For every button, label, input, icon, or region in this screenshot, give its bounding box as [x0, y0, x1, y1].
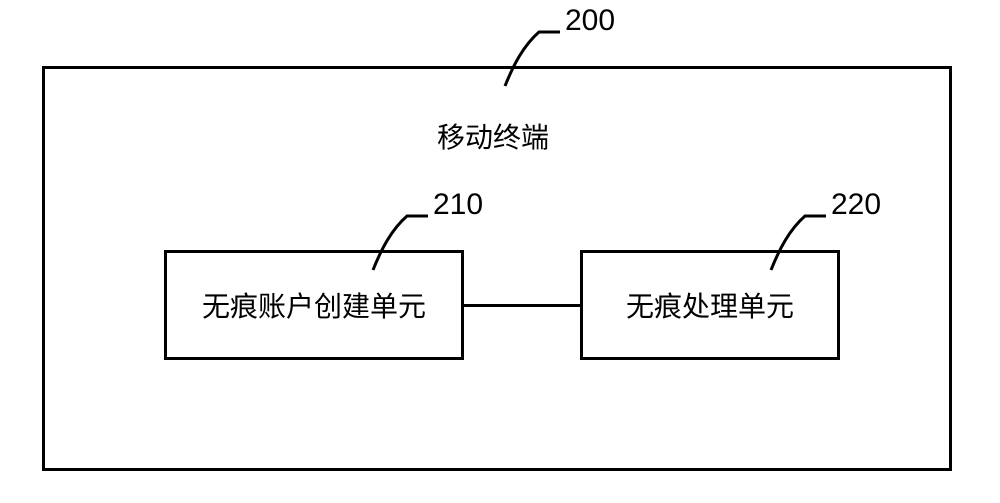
- callout-path-210: [373, 216, 428, 270]
- ref-220: 220: [831, 188, 881, 222]
- connector-line: [464, 304, 580, 307]
- callout-path-220: [771, 216, 826, 270]
- outer-label: 移动终端: [437, 116, 549, 156]
- box-right-label: 无痕处理单元: [626, 285, 794, 325]
- ref-200: 200: [565, 4, 615, 38]
- box-left-label: 无痕账户创建单元: [202, 285, 426, 325]
- ref-210: 210: [433, 188, 483, 222]
- callout-200: 200: [500, 8, 620, 88]
- callout-210: 210: [368, 192, 488, 272]
- callout-220: 220: [766, 192, 886, 272]
- callout-path-200: [505, 32, 560, 86]
